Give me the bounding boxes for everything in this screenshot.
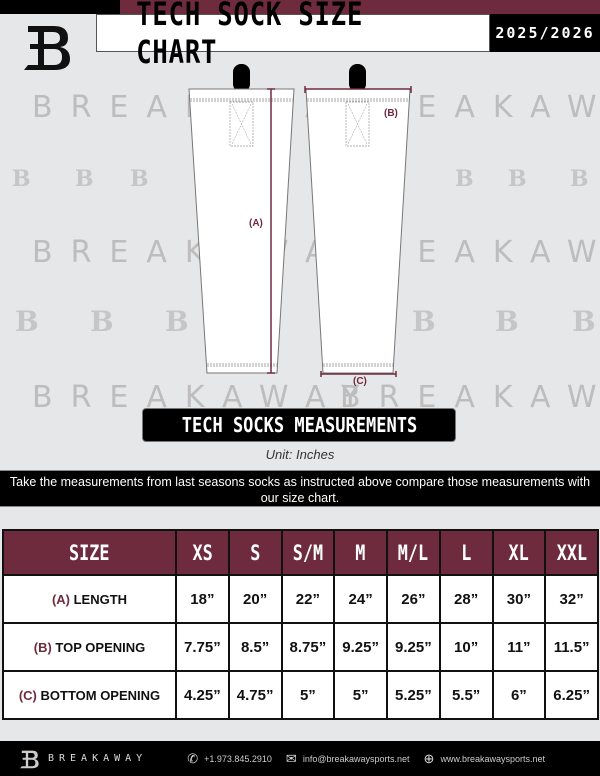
measurement-value: 5.25” xyxy=(386,670,441,720)
measurement-label: (C) BOTTOM OPENING xyxy=(2,670,177,720)
page-title: TECH SOCK SIZE CHART xyxy=(96,0,490,71)
measurement-value: 7.75” xyxy=(175,622,230,672)
measurement-value: 5.5” xyxy=(438,670,494,720)
footer: BREAKAWAY ✆ +1.973.845.2910 ✉ info@break… xyxy=(0,741,600,776)
watermark-logo: B xyxy=(15,305,39,338)
size-col: XS xyxy=(175,529,230,576)
measurement-value: 4.75” xyxy=(227,670,283,720)
watermark-logo: B xyxy=(130,166,149,192)
watermark-logo: B xyxy=(455,166,474,192)
length-label: (A) xyxy=(249,218,263,229)
footer-logo xyxy=(20,750,39,768)
size-header: SIZE xyxy=(2,529,177,576)
top-bar-black xyxy=(0,0,120,14)
unit-label: Unit: Inches xyxy=(265,447,335,462)
measurement-label: (B) TOP OPENING xyxy=(2,622,177,672)
season-badge: 2025/2026 xyxy=(490,14,600,52)
table-header-row: SIZE XS S S/M M M/L L XL XXL xyxy=(2,529,599,576)
size-col: XL xyxy=(491,529,547,576)
measurement-value: 30” xyxy=(491,574,547,624)
watermark-logo: B xyxy=(508,166,527,192)
table-row: (C) BOTTOM OPENING 4.25” 4.75” 5” 5” 5.25” 5.5… xyxy=(2,670,599,720)
measurement-value: 11” xyxy=(491,622,547,672)
watermark-logo: B xyxy=(75,166,94,192)
bottom-opening-label: (C) xyxy=(353,376,367,387)
measurement-value: 9.25” xyxy=(333,622,388,672)
measurement-value: 22” xyxy=(280,574,336,624)
breakaway-logo xyxy=(24,26,70,70)
measurement-value: 26” xyxy=(386,574,441,624)
measurement-value: 5” xyxy=(280,670,336,720)
size-col: S xyxy=(227,529,283,576)
sock-diagram xyxy=(188,64,412,377)
watermark-logo: B xyxy=(412,305,436,338)
footer-phone[interactable]: +1.973.845.2910 xyxy=(204,753,272,764)
watermark-logo: B xyxy=(12,166,31,192)
watermark-logo: B xyxy=(572,305,596,338)
size-col: M xyxy=(333,529,388,576)
size-chart-table: SIZE XS S S/M M M/L L XL XXL (A) LENGTH 1… xyxy=(2,529,599,720)
measurement-value: 6” xyxy=(491,670,547,720)
measurement-value: 5” xyxy=(333,670,388,720)
size-col: S/M xyxy=(280,529,336,576)
size-col: M/L xyxy=(386,529,441,576)
measurement-value: 11.5” xyxy=(544,622,599,672)
measurement-value: 9.25” xyxy=(386,622,441,672)
watermark-logo: B xyxy=(165,305,189,338)
watermark-logo: B xyxy=(570,166,589,192)
instruction-text: Take the measurements from last seasons … xyxy=(0,470,600,507)
sock-front xyxy=(188,64,295,374)
size-col: L xyxy=(438,529,494,576)
top-opening-label: (B) xyxy=(384,108,398,119)
measurement-value: 4.25” xyxy=(175,670,230,720)
watermark-text: BREAKAWAY xyxy=(32,235,377,270)
measurement-value: 20” xyxy=(227,574,283,624)
footer-website[interactable]: www.breakawaysports.net xyxy=(440,753,545,764)
measurement-value: 8.5” xyxy=(227,622,283,672)
measurement-value: 24” xyxy=(333,574,388,624)
table-row: (B) TOP OPENING 7.75” 8.5” 8.75” 9.25” 9.25” 1… xyxy=(2,622,599,672)
size-col: XXL xyxy=(544,529,599,576)
watermark-logo: B xyxy=(495,305,519,338)
measurements-title: TECH SOCKS MEASUREMENTS xyxy=(142,408,456,442)
footer-brand: BREAKAWAY xyxy=(48,753,148,764)
sock-back xyxy=(304,64,412,377)
measurement-value: 28” xyxy=(438,574,494,624)
measurement-value: 8.75” xyxy=(280,622,336,672)
measurement-value: 10” xyxy=(438,622,494,672)
phone-icon: ✆ xyxy=(187,750,199,766)
measurement-value: 32” xyxy=(544,574,599,624)
footer-email[interactable]: info@breakawaysports.net xyxy=(302,753,410,764)
top-bar-brand xyxy=(120,0,600,14)
watermark-logo: B xyxy=(90,305,114,338)
table-row: (A) LENGTH 18” 20” 22” 24” 26” 28” 30” 32” xyxy=(2,574,599,624)
measurement-value: 18” xyxy=(175,574,230,624)
measurement-value: 6.25” xyxy=(544,670,599,720)
measurement-label: (A) LENGTH xyxy=(2,574,177,624)
mail-icon: ✉ xyxy=(285,750,297,766)
globe-icon: ⊕ xyxy=(423,750,435,766)
